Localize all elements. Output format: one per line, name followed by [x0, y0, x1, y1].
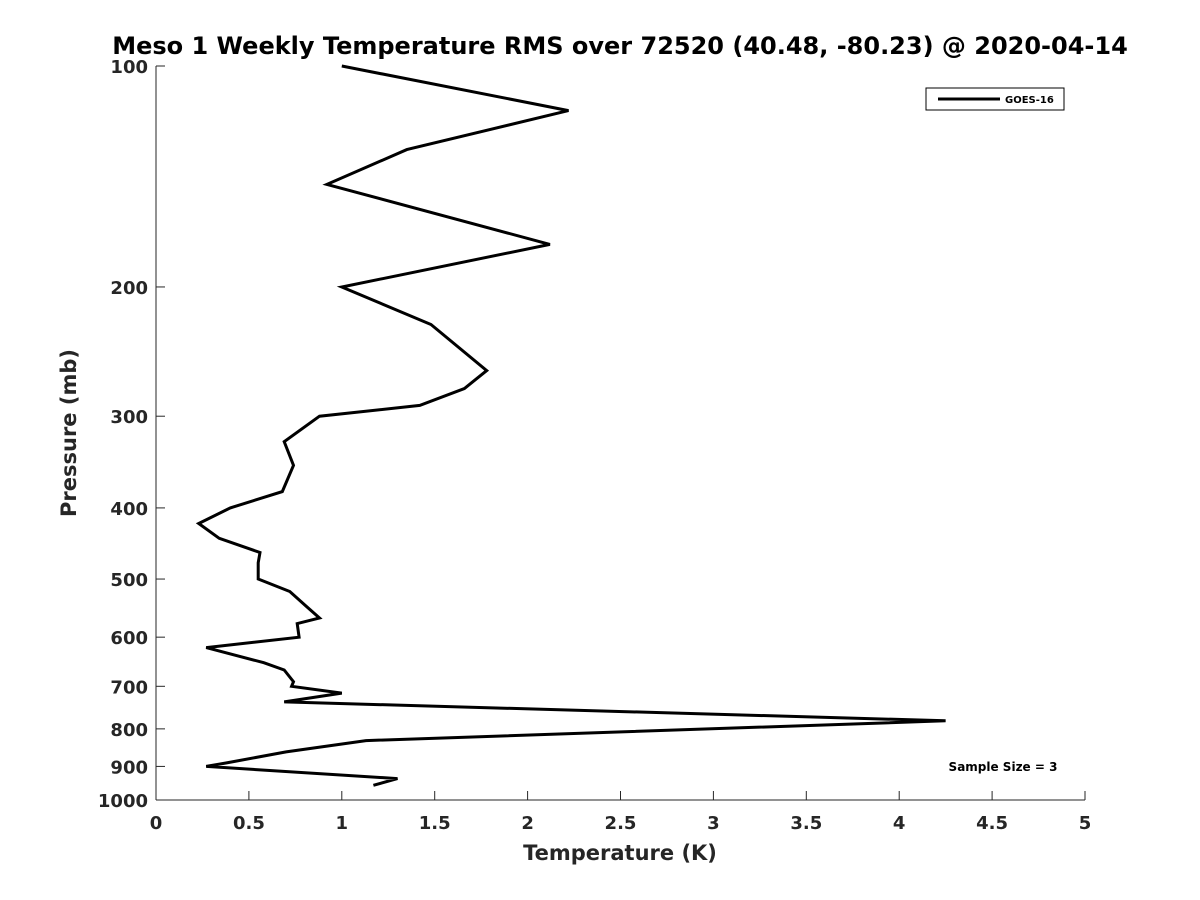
y-tick-label: 500 — [110, 570, 148, 591]
x-tick-label: 5 — [1079, 813, 1092, 834]
y-tick-label: 700 — [110, 677, 148, 698]
x-tick-label: 3 — [707, 813, 720, 834]
x-tick-label: 4.5 — [976, 813, 1008, 834]
x-tick-label: 1 — [336, 813, 349, 834]
y-axis-ticks: 100 200 300 400 500 600 700 800 900 1000 — [98, 57, 165, 812]
legend: GOES-16 — [925, 87, 1065, 111]
x-tick-label: 2.5 — [605, 813, 637, 834]
x-tick-label: 0.5 — [233, 813, 265, 834]
x-tick-label: 2 — [521, 813, 534, 834]
y-axis-label: Pressure (mb) — [57, 349, 81, 517]
y-tick-label: 800 — [110, 720, 148, 741]
x-tick-label: 1.5 — [419, 813, 451, 834]
sample-size-annotation: Sample Size = 3 — [949, 760, 1058, 774]
x-tick-label: 0 — [150, 813, 163, 834]
x-axis-label: Temperature (K) — [523, 841, 717, 865]
y-tick-label: 900 — [110, 757, 148, 778]
x-tick-label: 3.5 — [790, 813, 822, 834]
x-tick-label: 4 — [893, 813, 906, 834]
series-line-goes-16 — [195, 64, 946, 787]
y-tick-label: 300 — [110, 407, 148, 428]
chart-title: Meso 1 Weekly Temperature RMS over 72520… — [112, 32, 1128, 60]
x-axis-ticks: 0 0.5 1 1.5 2 2.5 3 3.5 4 4.5 5 — [150, 791, 1092, 834]
y-tick-label: 100 — [110, 57, 148, 78]
y-tick-label: 600 — [110, 628, 148, 649]
y-tick-label: 200 — [110, 278, 148, 299]
y-tick-label: 1000 — [98, 791, 148, 812]
y-tick-label: 400 — [110, 499, 148, 520]
legend-label: GOES-16 — [1005, 95, 1054, 106]
